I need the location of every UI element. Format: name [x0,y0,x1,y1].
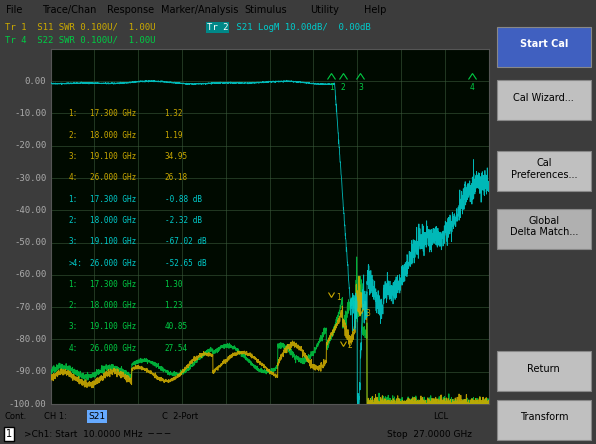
Text: 26.000 GHz: 26.000 GHz [90,344,136,353]
Text: Tr 1  S11 SWR 0.100U/  1.00U: Tr 1 S11 SWR 0.100U/ 1.00U [5,23,156,32]
Text: 19.100 GHz: 19.100 GHz [90,152,136,161]
Text: Return: Return [527,364,560,373]
Text: LCL: LCL [433,412,448,421]
FancyBboxPatch shape [497,27,591,67]
FancyBboxPatch shape [497,80,591,120]
Text: -10.00: -10.00 [14,109,46,118]
Text: C  2-Port: C 2-Port [162,412,198,421]
Text: -60.00: -60.00 [14,270,46,279]
Text: Cont.: Cont. [5,412,27,421]
Text: 26.000 GHz: 26.000 GHz [90,173,136,182]
Text: 2: 2 [347,341,352,350]
Text: -2.32 dB: -2.32 dB [164,216,201,225]
Text: 2:: 2: [68,301,77,310]
Text: 17.300 GHz: 17.300 GHz [90,280,136,289]
Text: -40.00: -40.00 [14,206,46,215]
Text: 3: 3 [358,83,363,92]
Text: 1:: 1: [68,280,77,289]
FancyBboxPatch shape [497,209,591,249]
Text: 1: 1 [329,83,334,92]
Text: Stop  27.0000 GHz: Stop 27.0000 GHz [387,429,473,439]
Text: 2:: 2: [68,131,77,140]
FancyBboxPatch shape [497,151,591,191]
Text: 3:: 3: [68,237,77,246]
Text: 3:: 3: [68,152,77,161]
Text: 1:: 1: [68,109,77,119]
Text: 3: 3 [365,309,370,318]
Text: Stimulus: Stimulus [244,5,287,15]
Text: 34.95: 34.95 [164,152,188,161]
Text: 26.18: 26.18 [164,173,188,182]
Text: 1: 1 [336,293,341,302]
Text: -20.00: -20.00 [14,141,46,150]
Text: 1:: 1: [68,194,77,204]
Text: Global
Delta Match...: Global Delta Match... [510,216,578,237]
Text: -100.00: -100.00 [9,400,46,408]
Text: Tr 4  S22 SWR 0.100U/  1.00U: Tr 4 S22 SWR 0.100U/ 1.00U [5,36,156,44]
Text: 1.30: 1.30 [164,280,183,289]
Text: -80.00: -80.00 [14,335,46,344]
Text: Marker/Analysis: Marker/Analysis [161,5,238,15]
Text: 1: 1 [6,429,12,439]
Text: Cal Wizard...: Cal Wizard... [514,93,574,103]
Text: File: File [6,5,22,15]
Text: 19.100 GHz: 19.100 GHz [90,237,136,246]
Text: 18.000 GHz: 18.000 GHz [90,216,136,225]
Text: 4: 4 [470,83,475,92]
FancyBboxPatch shape [497,351,591,391]
Text: 17.300 GHz: 17.300 GHz [90,194,136,204]
Text: -50.00: -50.00 [14,238,46,247]
Text: 26.000 GHz: 26.000 GHz [90,258,136,268]
Text: Response: Response [107,5,154,15]
Text: -90.00: -90.00 [14,367,46,376]
Text: -0.88 dB: -0.88 dB [164,194,201,204]
Text: -30.00: -30.00 [14,174,46,182]
Text: 1.19: 1.19 [164,131,183,140]
Text: Cal
Preferences...: Cal Preferences... [511,158,577,179]
Text: -52.65 dB: -52.65 dB [164,258,206,268]
Text: Start Cal: Start Cal [520,40,568,49]
Text: 40.85: 40.85 [164,322,188,332]
Text: 18.000 GHz: 18.000 GHz [90,301,136,310]
Text: S21 LogM 10.00dB/  0.00dB: S21 LogM 10.00dB/ 0.00dB [231,23,371,32]
Text: 18.000 GHz: 18.000 GHz [90,131,136,140]
Text: Trace/Chan: Trace/Chan [42,5,96,15]
Text: -70.00: -70.00 [14,303,46,312]
Text: Help: Help [364,5,386,15]
Text: 2: 2 [340,83,345,92]
Text: >4:: >4: [68,258,82,268]
Text: -67.02 dB: -67.02 dB [164,237,206,246]
Text: 1.32: 1.32 [164,109,183,119]
Text: 17.300 GHz: 17.300 GHz [90,109,136,119]
Text: 27.54: 27.54 [164,344,188,353]
Text: 19.100 GHz: 19.100 GHz [90,322,136,332]
Text: 3:: 3: [68,322,77,332]
Text: S21: S21 [88,412,105,421]
Text: 4:: 4: [68,173,77,182]
Text: Transform: Transform [520,412,568,422]
Text: CH 1:: CH 1: [44,412,67,421]
Text: 1.23: 1.23 [164,301,183,310]
Text: 4:: 4: [68,344,77,353]
FancyBboxPatch shape [497,400,591,440]
Text: 0.00: 0.00 [25,77,46,86]
Text: Tr 2: Tr 2 [206,23,228,32]
Text: Utility: Utility [310,5,339,15]
Text: 2:: 2: [68,216,77,225]
Text: >Ch1: Start  10.0000 MHz  ─ ─ ─: >Ch1: Start 10.0000 MHz ─ ─ ─ [24,429,170,439]
